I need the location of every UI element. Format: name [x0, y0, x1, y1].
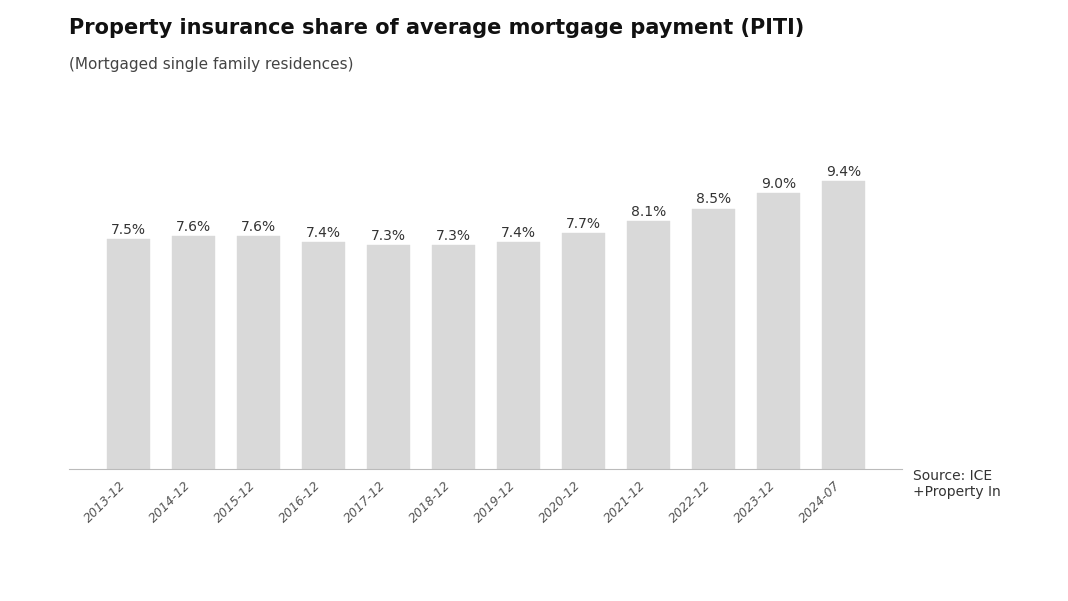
Text: 9.4%: 9.4%: [826, 165, 861, 178]
Text: 7.5%: 7.5%: [111, 223, 146, 237]
Bar: [627, 221, 670, 469]
Text: Source: ICE
+Property In: Source: ICE +Property In: [913, 469, 1001, 499]
Text: 9.0%: 9.0%: [760, 177, 796, 191]
Bar: [822, 181, 865, 469]
Text: 7.4%: 7.4%: [501, 226, 536, 240]
Bar: [498, 242, 539, 469]
Bar: [302, 242, 345, 469]
Bar: [563, 233, 604, 469]
Bar: [692, 209, 735, 469]
Text: 7.6%: 7.6%: [241, 220, 276, 234]
Text: 7.3%: 7.3%: [371, 229, 406, 243]
Text: 8.5%: 8.5%: [696, 192, 731, 206]
Bar: [757, 194, 800, 469]
Text: 7.3%: 7.3%: [436, 229, 471, 243]
Text: 7.6%: 7.6%: [176, 220, 211, 234]
Bar: [237, 236, 280, 469]
Text: (Mortgaged single family residences): (Mortgaged single family residences): [69, 57, 354, 72]
Text: 7.7%: 7.7%: [566, 217, 601, 231]
Text: Property insurance share of average mortgage payment (PITI): Property insurance share of average mort…: [69, 18, 804, 38]
Bar: [107, 239, 150, 469]
Text: 7.4%: 7.4%: [305, 226, 341, 240]
Text: 8.1%: 8.1%: [631, 204, 666, 219]
Bar: [367, 245, 409, 469]
Bar: [433, 245, 474, 469]
Bar: [172, 236, 215, 469]
